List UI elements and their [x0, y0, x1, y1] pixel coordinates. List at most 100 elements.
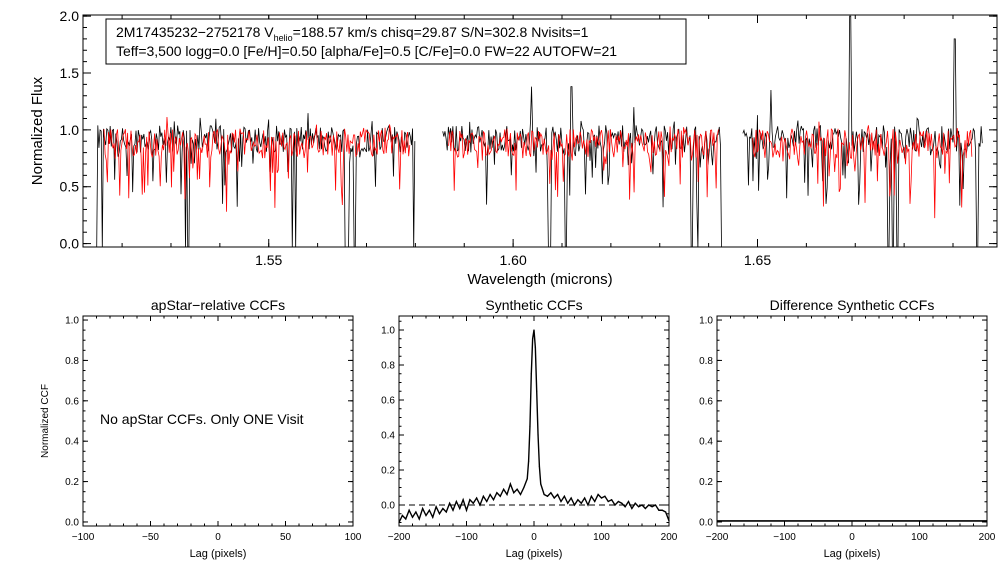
ccf-point [479, 504, 481, 506]
ccf-point [422, 507, 424, 510]
ccf-point [532, 338, 534, 340]
ccf-point [533, 329, 535, 331]
ccf-point [573, 504, 576, 506]
ccf-point [621, 502, 623, 504]
ccf-point [534, 346, 536, 349]
ccf-point [661, 509, 663, 511]
ccf-point [634, 502, 636, 504]
ccf-point [553, 497, 555, 499]
x-tick-label: 50 [280, 532, 292, 543]
ccf-point [665, 511, 667, 513]
ccf-point [398, 521, 400, 524]
ccf-point [611, 499, 613, 501]
ccf-point [438, 513, 441, 515]
model-spectrum [103, 116, 973, 219]
y-axis-label: Normalized Flux [29, 76, 46, 185]
y-tick-label: 0.6 [65, 396, 79, 407]
apstar-ccf-axes: −100 −50 0 50 100 0.0 0.2 0.4 0.6 0.8 1.0 Lag (pixe… [40, 297, 362, 560]
y-tick-label: 1.0 [65, 316, 79, 327]
ccf-point [472, 502, 474, 504]
x-tick-label: 100 [911, 532, 928, 543]
ccf-point [489, 493, 491, 496]
ccf-point [405, 518, 407, 520]
ccf-point [584, 497, 586, 499]
y-tick-label: 0.0 [65, 517, 79, 528]
ccf-point [452, 509, 454, 511]
panel-title: apStar−relative CCFs [151, 297, 285, 313]
ccf-point [469, 499, 471, 501]
ccf-point [651, 506, 653, 508]
ccf-point [425, 514, 427, 517]
ccf-point [546, 495, 549, 497]
ccf-point [462, 499, 464, 501]
x-tick-label: 1.60 [499, 252, 526, 268]
difference-ccf-axes: −200 −100 0 100 200 0.0 0.2 0.4 0.6 0.8 1.0 Lag (pi… [699, 297, 996, 560]
x-tick-label: 200 [979, 532, 996, 543]
annotation-line-1: 2M17435232−2752178 Vhelio=188.57 km/s ch… [116, 24, 589, 43]
y-tick-label: 0.6 [381, 396, 395, 407]
annotation-box [105, 18, 687, 65]
ccf-series [398, 329, 670, 524]
x-tick-label: 0 [849, 532, 855, 543]
ccf-point [641, 504, 643, 506]
y-tick-label: 0.2 [699, 477, 713, 488]
x-tick-label: −100 [455, 532, 478, 543]
ccf-point [563, 495, 565, 497]
x-tick-label: −50 [142, 532, 159, 543]
y-tick-label: 1.5 [60, 65, 80, 81]
ccf-point [459, 507, 461, 510]
ccf-point [597, 493, 599, 496]
ccf-point [604, 495, 606, 497]
ccf-point [455, 500, 457, 503]
difference-ccf-frame [716, 315, 988, 527]
ccf-point [503, 488, 505, 490]
y-tick-label: 1.0 [699, 316, 713, 327]
y-tick-label: 0.4 [699, 437, 713, 448]
ccf-point [499, 495, 501, 497]
ccf-point [600, 497, 603, 499]
observed-chip-1 [96, 113, 416, 247]
ccf-point [482, 495, 484, 497]
x-tick-label: −100 [773, 532, 796, 543]
panel-title: Difference Synthetic CCFs [770, 297, 935, 313]
spectrum-annotation: 2M17435232−2752178 Vhelio=188.57 km/s ch… [105, 18, 687, 65]
ccf-point [523, 486, 525, 489]
ccf-point [445, 511, 447, 513]
ccf-point [449, 502, 451, 504]
x-tick-label: 0 [531, 532, 537, 543]
y-tick-label: 0.5 [60, 179, 80, 195]
ccf-point [624, 506, 626, 508]
model-chip-1 [103, 116, 411, 212]
synthetic-ccf-axes: −200 −100 0 100 200 0.0 0.2 0.4 0.6 0.8 1.0 Lag (pi… [381, 297, 678, 560]
ccf-point [560, 500, 562, 503]
ccf-point [513, 492, 515, 494]
x-axis-label: Lag (pixels) [190, 548, 247, 560]
ccf-line [398, 329, 670, 523]
ccf-point [519, 493, 522, 496]
x-tick-label: 100 [593, 532, 610, 543]
annotation-star-velocity: 2M17435232−2752178 V [116, 24, 274, 40]
ccf-point [617, 500, 619, 503]
y-tick-label: 0.8 [65, 356, 79, 367]
annotation-stats: =188.57 km/s chisq=29.87 S/N=302.8 Nvisi… [293, 24, 589, 40]
ccf-point [590, 495, 592, 497]
synthetic-ccf-frame [398, 315, 670, 527]
ccf-point [408, 509, 410, 511]
ccf-point [530, 373, 532, 375]
model-chip-3 [752, 121, 973, 219]
y-tick-label: 0.2 [381, 466, 395, 477]
x-tick-label: −200 [388, 532, 411, 543]
y-tick-label: 1.0 [60, 122, 80, 138]
ccf-point [418, 518, 420, 520]
y-tick-label: 0.8 [381, 361, 395, 372]
ccf-point [580, 502, 582, 504]
x-axis-label: Wavelength (microns) [467, 271, 612, 288]
ccf-point [567, 502, 569, 504]
x-axis-label: Lag (pixels) [824, 548, 881, 560]
no-ccf-message: No apStar CCFs. Only ONE Visit [100, 411, 304, 427]
y-tick-label: 0.8 [699, 356, 713, 367]
ccf-point [526, 478, 528, 480]
ccf-point [528, 460, 530, 462]
ccf-point [540, 483, 542, 485]
ccf-point [557, 493, 559, 496]
